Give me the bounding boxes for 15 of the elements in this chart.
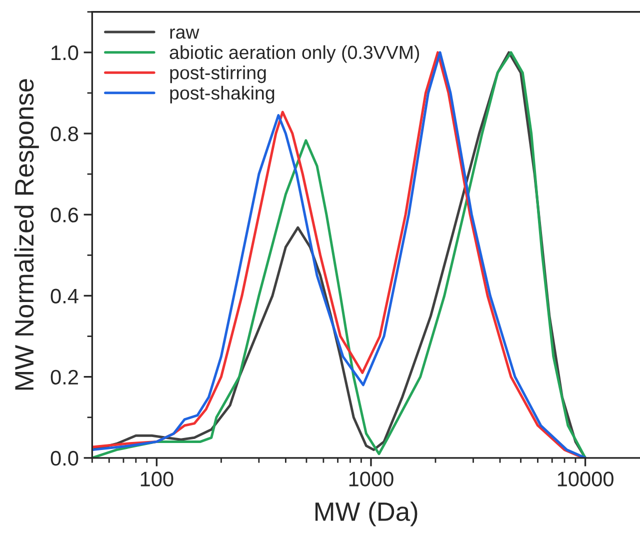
y-tick-label: 1.0 bbox=[52, 45, 78, 60]
legend-label: post-shaking bbox=[170, 86, 274, 104]
x-tick-label: 100 bbox=[140, 472, 174, 486]
y-tick-label: 0.4 bbox=[50, 288, 78, 304]
y-axis-title: MW Normalized Response bbox=[14, 79, 39, 390]
legend-label: raw bbox=[170, 28, 200, 39]
legend-label: post-stirring bbox=[170, 66, 266, 84]
y-tick-label: 0.2 bbox=[50, 370, 78, 385]
y-tick-label: 0.6 bbox=[50, 208, 78, 222]
y-tick-label: 0.8 bbox=[50, 126, 78, 142]
legend-label: abiotic aeration only (0.3VVM) bbox=[170, 45, 420, 63]
y-tick-label: 0.0 bbox=[50, 450, 78, 466]
x-axis-title: MW (Da) bbox=[315, 502, 418, 526]
x-tick-label: 10000 bbox=[558, 472, 614, 486]
x-tick-label: 1000 bbox=[349, 472, 394, 486]
